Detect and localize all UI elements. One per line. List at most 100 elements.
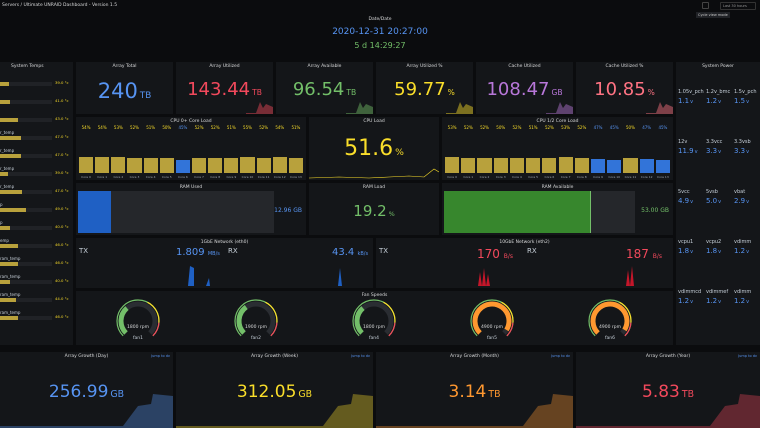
- growth-link[interactable]: Jump to dv: [151, 354, 170, 358]
- power-value: 1.5: [734, 97, 746, 105]
- fan-gauge: [116, 299, 160, 337]
- network-10gbe-title: 10GbE Network (eth2): [499, 240, 550, 245]
- core-pct-label: 52%: [480, 125, 489, 130]
- power-value: 1.2: [678, 297, 690, 305]
- core-pct-label: 54%: [97, 125, 107, 130]
- core-pct-label: 50%: [626, 125, 635, 130]
- core-pct-label: 51%: [291, 125, 301, 130]
- growth-unit: TB: [681, 389, 694, 400]
- growth-sparkline: [376, 394, 573, 428]
- core-bar: [288, 157, 303, 173]
- dashboard-breadcrumb[interactable]: Servers / Ultimate UNRAID Dashboard - Ve…: [2, 3, 118, 8]
- core-label: Core 12: [640, 175, 653, 179]
- temp-sensor-name: ram_temp: [0, 310, 21, 315]
- core-pct-label: 54%: [275, 125, 285, 130]
- core-label: Core 3: [495, 175, 506, 179]
- stat-unit: %: [447, 88, 455, 97]
- ram-available-value-wrap: 53.00 GB: [641, 207, 669, 214]
- power-unit: v: [746, 199, 750, 205]
- ram-available-value: 53.00: [641, 207, 659, 214]
- system-power-title: System Power: [702, 64, 734, 69]
- net1-rx-wrap: 43.4 kB/s: [332, 247, 368, 258]
- growth-sparkline: [0, 394, 173, 428]
- ram-used-panel: RAM Used 12.96 GB: [76, 183, 306, 235]
- stat-title: Cache Utilized %: [605, 64, 644, 69]
- core-pct-label: 52%: [577, 125, 587, 130]
- temp-value: 47.0 °c: [55, 134, 69, 139]
- power-value-wrap: 1.5v: [734, 97, 749, 105]
- cpu-load-title: CPU Load: [363, 119, 385, 124]
- temp-value: 40.0 °c: [55, 224, 69, 229]
- net1-rx-value: 43.4: [332, 247, 355, 258]
- stat-value-wrap: 59.77%: [376, 79, 473, 100]
- growth-link[interactable]: Jump to dv: [551, 354, 570, 358]
- core-bar: [639, 159, 654, 173]
- stat-value-wrap: 240 TB: [76, 79, 173, 103]
- core-bar: [558, 157, 573, 173]
- temp-bar-fill: [0, 244, 19, 248]
- cpu0-core-load-panel: CPU 0+ Core Load 54% Core 0 54% Core 1 53% Co…: [76, 117, 306, 180]
- temp-value: 41.0 °c: [55, 98, 69, 103]
- growth-link[interactable]: Jump to dv: [351, 354, 370, 358]
- stat-value: 240: [97, 79, 138, 103]
- temp-bar-track: [0, 208, 52, 212]
- net1-rx-label: RX: [228, 247, 238, 255]
- power-unit: v: [690, 249, 694, 255]
- core-label: Core 4: [145, 175, 156, 179]
- network-1gbe-title: 1GbE Network (eth0): [200, 240, 249, 245]
- power-value: 1.8: [678, 247, 690, 255]
- temp-bar-fill: [0, 172, 8, 176]
- cpu-load-unit: %: [395, 147, 404, 158]
- stat-value-wrap: 143.44 TB: [176, 79, 273, 100]
- core-pct-label: 50%: [162, 125, 172, 130]
- fan-gauge: [588, 299, 632, 337]
- temp-bar-track: [0, 118, 52, 122]
- power-value: 1.2: [706, 97, 718, 105]
- time-range-button[interactable]: Last 30 hours: [720, 2, 756, 10]
- growth-value-wrap: 256.99 GB: [0, 382, 173, 402]
- core-bar: [461, 157, 476, 173]
- power-unit: v: [718, 199, 722, 205]
- growth-title: Array Growth (Month): [450, 354, 499, 359]
- growth-link[interactable]: Jump to dv: [738, 354, 757, 358]
- core-bar: [509, 157, 525, 173]
- stat-title: Array Utilized: [209, 64, 240, 69]
- growth-unit: GB: [110, 389, 125, 400]
- core-bar: [493, 158, 508, 173]
- core-pct-label: 52%: [259, 125, 269, 130]
- core-label: Core 7: [560, 175, 571, 179]
- temp-sensor-name: r_temp: [0, 166, 15, 171]
- ram-used-title: RAM Used: [179, 185, 203, 190]
- power-sensor-name: vdimmcd: [678, 289, 702, 295]
- core-bar: [175, 159, 190, 173]
- growth-title: Array Growth (Day): [64, 354, 109, 359]
- fan-name: fan6: [604, 336, 616, 341]
- temp-bar-fill: [0, 226, 11, 230]
- power-value: 11.9: [678, 147, 694, 155]
- power-value-wrap: 1.2v: [706, 297, 721, 305]
- core-pct-label: 54%: [81, 125, 91, 130]
- temp-value: 44.0 °c: [55, 296, 69, 301]
- stat-panel: Cache Utilized % 10.85%: [576, 62, 673, 114]
- core-pct-label: 53%: [113, 125, 123, 130]
- fan-name: fan2: [250, 336, 262, 341]
- temp-bar-fill: [0, 154, 21, 158]
- core-pct-label: 47%: [642, 125, 652, 130]
- stat-panel: Cache Utilized 108.47 GB: [476, 62, 573, 114]
- power-sensor-name: 1.2v_bmc: [706, 89, 731, 95]
- fan-rpm: 1800 rpm: [363, 325, 385, 330]
- power-unit: v: [718, 249, 722, 255]
- power-value-wrap: 1.8v: [678, 247, 693, 255]
- core-label: Core 6: [544, 175, 555, 179]
- temp-bar-track: [0, 244, 52, 248]
- stat-sparkline: [346, 102, 373, 114]
- core-bar: [655, 159, 670, 173]
- net10-tx-unit: B/s: [503, 253, 513, 260]
- cycle-view-button[interactable]: [702, 2, 709, 9]
- temp-value: 47.0 °c: [55, 152, 69, 157]
- core-label: Core 2: [113, 175, 124, 179]
- power-value: 3.3: [706, 147, 718, 155]
- ram-used-value: 12.96: [274, 207, 292, 214]
- core-label: Core 3: [129, 175, 140, 179]
- ram-available-panel: RAM Available 53.00 GB: [442, 183, 673, 235]
